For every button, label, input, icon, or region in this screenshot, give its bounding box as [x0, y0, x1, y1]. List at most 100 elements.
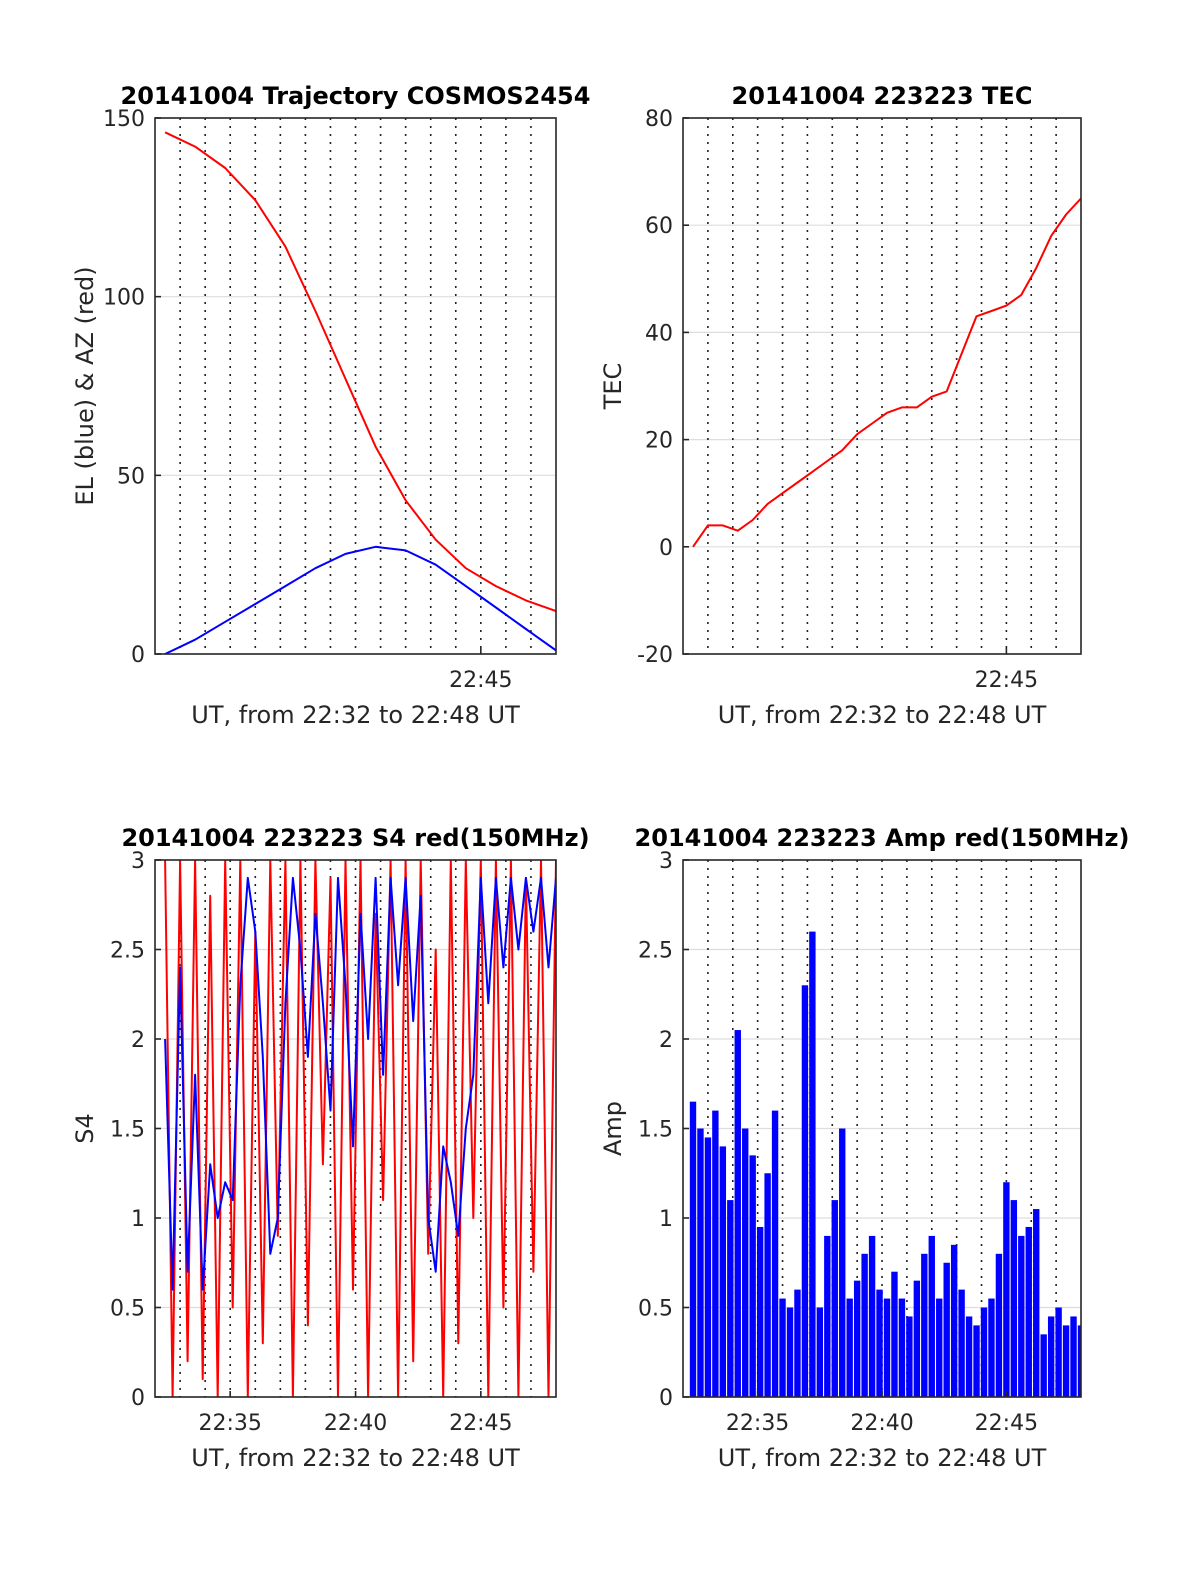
amp-bar-26 — [883, 1298, 891, 1397]
trajectory-panel: 0 50 100 150 22:45 20141004 Trajectory COSMOS… — [71, 82, 590, 729]
amp-ytick-label-5: 2.5 — [638, 939, 673, 964]
amp-bar-11 — [771, 1110, 779, 1397]
amp-bar-40 — [988, 1298, 995, 1397]
tec-xtick-label-0: 22:45 — [975, 668, 1038, 693]
amp-xtick-label-1: 22:40 — [850, 1411, 913, 1436]
amp-bar-12 — [779, 1298, 786, 1397]
amp-bar-17 — [816, 1307, 824, 1397]
amp-bar-14 — [794, 1289, 801, 1397]
amp-bar-0 — [689, 1101, 697, 1397]
trajectory-series-1-line — [164, 545, 556, 654]
s4-ytick-label-5: 2.5 — [110, 939, 145, 964]
amp-bar-31 — [921, 1253, 928, 1397]
tec-axes-frame — [682, 117, 1082, 655]
amp-bar-9 — [756, 1226, 764, 1397]
amp-bar-18 — [824, 1235, 831, 1397]
amp-bar-49 — [1055, 1307, 1062, 1397]
s4-ytick-label-0: 0 — [131, 1386, 145, 1411]
amp-panel: 0 0.5 1 1.5 2 2.5 3 22:35 22:40 22:45 20141004 223… — [599, 824, 1129, 1472]
tec-ytick-label-4: 60 — [645, 214, 673, 239]
amp-bar-42 — [1003, 1182, 1010, 1397]
amp-bar-3 — [712, 1110, 719, 1397]
amp-bar-29 — [906, 1316, 913, 1397]
s4-ylabel: S4 — [71, 1113, 99, 1144]
amp-bar-15 — [801, 985, 809, 1397]
amp-ytick-label-0: 0 — [659, 1386, 673, 1411]
amp-bar-10 — [764, 1173, 771, 1397]
amp-bar-21 — [846, 1298, 853, 1397]
s4-ytick-label-6: 3 — [131, 849, 145, 874]
trajectory-ytick-label-2: 100 — [103, 286, 145, 311]
amp-bar-1 — [697, 1128, 704, 1397]
amp-title: 20141004 223223 Amp red(150MHz) — [635, 824, 1130, 852]
trajectory-ytick-label-0: 0 — [131, 643, 145, 668]
amp-bar-23 — [861, 1253, 868, 1397]
tec-ytick-label-1: 0 — [659, 536, 673, 561]
tec-series-0-line — [692, 197, 1081, 548]
amp-ytick-label-2: 1 — [659, 1207, 673, 1232]
s4-xtick-label-0: 22:35 — [198, 1411, 261, 1436]
amp-ytick-label-4: 2 — [659, 1028, 673, 1053]
tec-ylabel: TEC — [599, 363, 627, 411]
amp-bar-16 — [809, 931, 816, 1397]
s4-xtick-label-1: 22:40 — [324, 1411, 387, 1436]
s4-title: 20141004 223223 S4 red(150MHz) — [121, 824, 589, 852]
amp-bar-2 — [704, 1137, 712, 1397]
amp-bar-36 — [958, 1289, 965, 1397]
trajectory-axes-frame — [154, 117, 557, 655]
amp-bar-38 — [973, 1325, 980, 1397]
amp-bar-41 — [995, 1253, 1003, 1397]
tec-panel: -20 0 20 40 60 80 22:45 20141004 223223 TEC UT, … — [599, 82, 1082, 729]
amp-bar-4 — [719, 1146, 727, 1397]
tec-xlabel: UT, from 22:32 to 22:48 UT — [718, 701, 1047, 729]
amp-bar-35 — [950, 1244, 958, 1397]
amp-bar-27 — [891, 1271, 898, 1397]
amp-bar-48 — [1047, 1316, 1055, 1397]
amp-xtick-label-0: 22:35 — [726, 1411, 789, 1436]
amp-bar-19 — [831, 1200, 838, 1397]
s4-xlabel: UT, from 22:32 to 22:48 UT — [191, 1444, 520, 1472]
amp-xtick-label-2: 22:45 — [975, 1411, 1038, 1436]
tec-ytick-label-5: 80 — [645, 107, 673, 132]
amp-bar-34 — [943, 1262, 950, 1397]
s4-ytick-label-3: 1.5 — [110, 1118, 145, 1143]
amp-bar-24 — [868, 1235, 876, 1397]
amp-bar-30 — [913, 1280, 921, 1397]
amp-bar-44 — [1018, 1235, 1025, 1397]
trajectory-series-0-line — [164, 131, 556, 613]
trajectory-ytick-label-1: 50 — [117, 464, 145, 489]
amp-bar-6 — [734, 1030, 741, 1397]
tec-ytick-label-2: 20 — [645, 429, 673, 454]
s4-ytick-label-4: 2 — [131, 1028, 145, 1053]
amp-bar-37 — [965, 1316, 973, 1397]
amp-bar-33 — [936, 1298, 943, 1397]
s4-series-0-line — [164, 860, 556, 1397]
tec-ytick-label-3: 40 — [645, 321, 673, 346]
amp-bar-47 — [1040, 1334, 1047, 1397]
amp-bar-46 — [1033, 1209, 1040, 1397]
amp-ytick-label-6: 3 — [659, 849, 673, 874]
amp-bar-39 — [980, 1307, 988, 1397]
amp-bar-50 — [1062, 1325, 1070, 1397]
amp-bar-22 — [853, 1280, 861, 1397]
amp-bar-8 — [749, 1155, 756, 1397]
trajectory-xlabel: UT, from 22:32 to 22:48 UT — [191, 701, 520, 729]
trajectory-ytick-label-3: 150 — [103, 107, 145, 132]
trajectory-title: 20141004 Trajectory COSMOS2454 — [121, 82, 591, 110]
amp-xlabel: UT, from 22:32 to 22:48 UT — [718, 1444, 1047, 1472]
s4-panel: 0 0.5 1 1.5 2 2.5 3 22:35 22:40 22:45 20141004 223… — [71, 824, 590, 1472]
s4-ytick-label-2: 1 — [131, 1207, 145, 1232]
amp-bar-32 — [928, 1235, 935, 1397]
amp-ylabel: Amp — [599, 1101, 627, 1156]
s4-ytick-label-1: 0.5 — [110, 1297, 145, 1322]
amp-ytick-label-1: 0.5 — [638, 1297, 673, 1322]
amp-bar-13 — [786, 1307, 794, 1397]
amp-bar-20 — [839, 1128, 846, 1397]
s4-xtick-label-2: 22:45 — [449, 1411, 512, 1436]
s4-series-1-line — [164, 876, 556, 1291]
tec-ytick-label-0: -20 — [637, 643, 673, 668]
amp-ytick-label-3: 1.5 — [638, 1118, 673, 1143]
trajectory-xtick-label-0: 22:45 — [449, 668, 512, 693]
amp-bar-25 — [876, 1289, 883, 1397]
